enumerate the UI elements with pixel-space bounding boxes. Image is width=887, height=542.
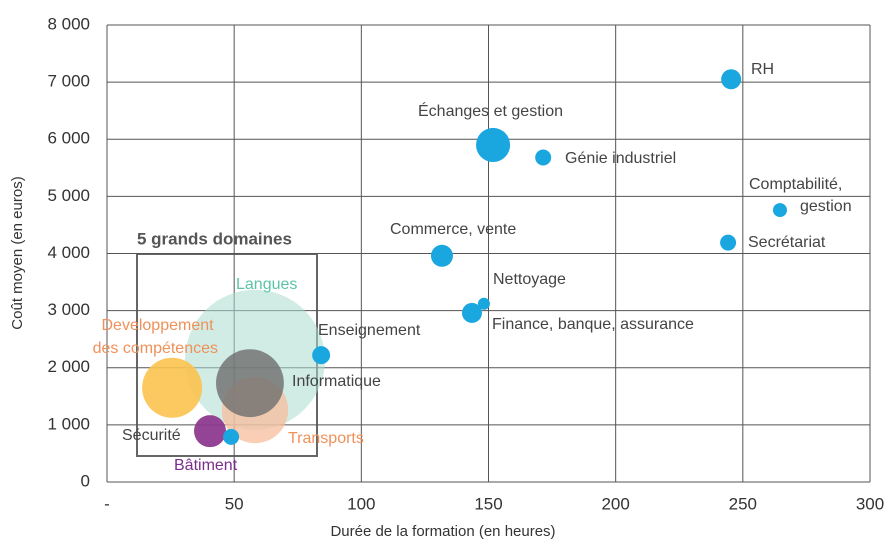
y-tick-label: 5 000 xyxy=(47,186,90,205)
bubble-label: Secrétariat xyxy=(748,234,826,251)
bubble xyxy=(535,149,552,166)
bubble-label: RH xyxy=(751,61,774,78)
bubble xyxy=(772,203,787,218)
y-tick-label: 0 xyxy=(81,471,90,490)
bubble xyxy=(477,297,490,310)
bubble-label: Langues xyxy=(236,276,297,293)
bubble xyxy=(461,302,482,323)
bubble xyxy=(312,346,331,365)
x-axis-title: Durée de la formation (en heures) xyxy=(330,523,555,540)
y-tick-label: 4 000 xyxy=(47,243,90,262)
y-tick-label: 6 000 xyxy=(47,129,90,148)
bubble xyxy=(216,349,284,418)
y-tick-label: 7 000 xyxy=(47,72,90,91)
x-tick-label: 250 xyxy=(729,494,757,513)
x-tick-label: 150 xyxy=(474,494,502,513)
x-tick-label: - xyxy=(104,494,110,513)
bubble xyxy=(142,357,203,418)
y-tick-label: 2 000 xyxy=(47,357,90,376)
bubble-label: Sécurité xyxy=(122,427,181,444)
y-tick-label: 8 000 xyxy=(47,14,90,33)
bubble-label: Nettoyage xyxy=(493,271,566,288)
x-tick-label: 100 xyxy=(347,494,375,513)
y-axis-title: Coût moyen (en euros) xyxy=(9,176,26,329)
bubble-label: Comptabilité, gestion xyxy=(749,176,852,215)
bubble-label: Developpement des compétences xyxy=(93,317,218,357)
bubble xyxy=(223,428,240,445)
bubble xyxy=(194,415,227,448)
bubble-label: Enseignement xyxy=(318,322,421,339)
bubble-label: Commerce, vente xyxy=(390,221,516,238)
y-tick-label: 1 000 xyxy=(47,414,90,433)
x-tick-label: 200 xyxy=(601,494,629,513)
bubble-label: Transports xyxy=(288,430,364,447)
bubble-label: Informatique xyxy=(292,373,381,390)
y-tick-label: 3 000 xyxy=(47,300,90,319)
bubble xyxy=(430,244,453,267)
bubble-label: Bâtiment xyxy=(174,457,238,474)
bubble-label: Génie industriel xyxy=(565,150,676,167)
grid xyxy=(106,24,871,483)
bubble-label: Échanges et gestion xyxy=(418,101,563,120)
x-tick-label: 50 xyxy=(225,494,244,513)
x-tick-label: 300 xyxy=(856,494,884,513)
bubble xyxy=(720,234,737,251)
bubble xyxy=(476,127,511,162)
group-box-title: 5 grands domaines xyxy=(137,229,292,248)
bubble-label: Finance, banque, assurance xyxy=(492,316,694,333)
bubble xyxy=(721,69,742,90)
